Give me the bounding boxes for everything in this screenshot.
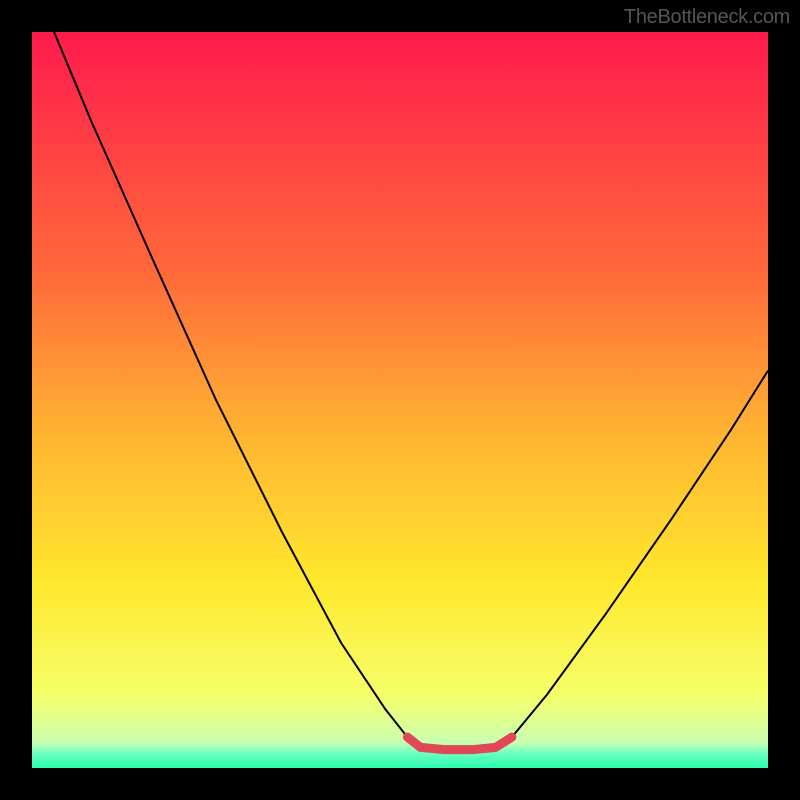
watermark-text: TheBottleneck.com: [624, 6, 790, 29]
plot-area: [32, 32, 768, 768]
chart-container: TheBottleneck.com: [0, 0, 800, 800]
